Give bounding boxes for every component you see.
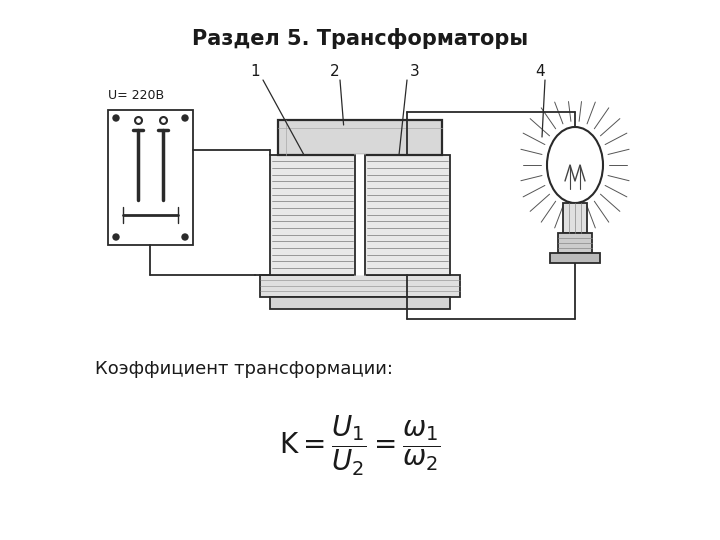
Text: Раздел 5. Трансформаторы: Раздел 5. Трансформаторы xyxy=(192,28,528,49)
Bar xyxy=(550,253,600,263)
Bar xyxy=(355,155,365,275)
Circle shape xyxy=(182,115,188,121)
Bar xyxy=(260,275,460,297)
Text: U= 220В: U= 220В xyxy=(108,89,164,102)
Bar xyxy=(270,155,355,275)
Circle shape xyxy=(182,234,188,240)
Bar xyxy=(558,233,592,253)
Bar xyxy=(563,203,587,233)
Bar xyxy=(270,297,450,309)
Text: $\mathrm{K} = \dfrac{U_1}{U_2} = \dfrac{\omega_1}{\omega_2}$: $\mathrm{K} = \dfrac{U_1}{U_2} = \dfrac{… xyxy=(279,414,441,478)
Ellipse shape xyxy=(547,127,603,203)
Circle shape xyxy=(113,234,119,240)
Text: 2: 2 xyxy=(330,64,340,79)
Circle shape xyxy=(113,115,119,121)
Bar xyxy=(108,110,193,245)
Text: 1: 1 xyxy=(250,64,260,79)
Bar xyxy=(278,120,442,155)
Text: 4: 4 xyxy=(535,64,545,79)
Text: 3: 3 xyxy=(410,64,420,79)
Bar xyxy=(365,155,450,275)
Text: Коэффициент трансформации:: Коэффициент трансформации: xyxy=(95,360,393,378)
